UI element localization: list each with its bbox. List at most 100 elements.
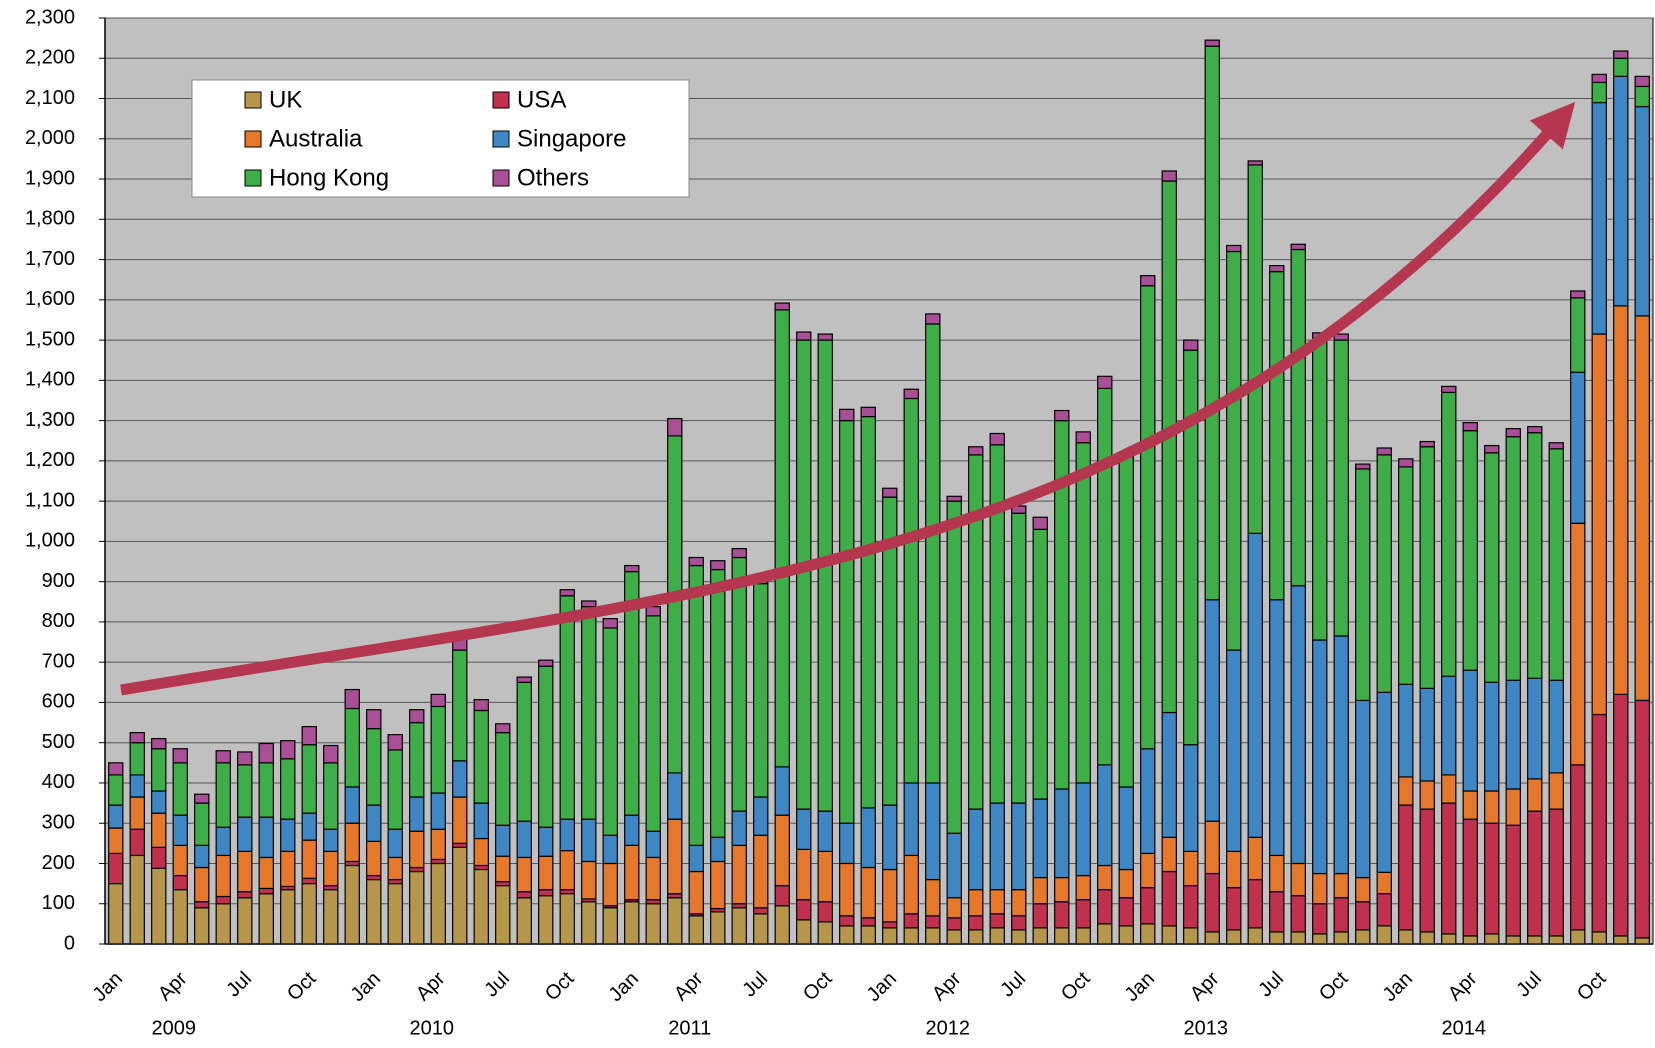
bar-segment	[1527, 677, 1543, 780]
bar-segment	[409, 796, 425, 832]
bar-segment	[1591, 73, 1607, 84]
bar-segment	[301, 839, 317, 879]
bar-segment	[409, 870, 425, 945]
legend-swatch	[244, 91, 262, 109]
bar-segment	[1570, 290, 1586, 299]
bar-segment	[344, 688, 360, 710]
bar-segment	[237, 751, 253, 766]
bar-segment	[1183, 744, 1199, 852]
y-tick-label: 1,300	[25, 409, 75, 431]
bar-segment	[925, 927, 941, 945]
bar-segment	[645, 856, 661, 901]
legend-label: USA	[517, 86, 566, 113]
bar-segment	[409, 721, 425, 798]
legend-swatch	[244, 169, 262, 187]
bar-segment	[430, 705, 446, 794]
bar-segment	[280, 850, 296, 888]
bar-segment	[387, 749, 403, 830]
bar-segment	[1097, 764, 1113, 867]
bar-segment	[1355, 876, 1371, 903]
bar-segment	[796, 919, 812, 945]
bar-segment	[667, 818, 683, 895]
y-tick-label: 2,200	[25, 47, 75, 69]
bar-segment	[1570, 929, 1586, 945]
bar-segment	[430, 858, 446, 865]
x-tick-label: Apr	[928, 967, 966, 1005]
bar-segment	[323, 885, 339, 891]
bar-segment	[1419, 687, 1435, 782]
bar-segment	[559, 589, 575, 597]
bar-segment	[1226, 244, 1242, 253]
bar-segment	[645, 615, 661, 832]
year-label: 2012	[926, 1017, 971, 1039]
x-tick-label: Jul	[1512, 968, 1546, 1002]
bar-segment	[624, 901, 640, 945]
bar-segment	[1548, 679, 1564, 774]
bar-segment	[796, 899, 812, 921]
bar-segment	[1269, 854, 1285, 893]
bar-segment	[817, 333, 833, 341]
bar-segment	[688, 844, 704, 873]
bar-segment	[1376, 871, 1392, 895]
bar-segment	[1419, 446, 1435, 689]
bar-segment	[194, 793, 210, 804]
bar-segment	[602, 907, 618, 945]
bar-segment	[301, 725, 317, 746]
bar-segment	[1355, 929, 1371, 945]
bar-segment	[1290, 895, 1306, 933]
legend-label: Others	[517, 164, 589, 191]
bar-segment	[1634, 85, 1650, 108]
bar-segment	[452, 796, 468, 844]
bar-segment	[151, 846, 167, 869]
bar-segment	[968, 889, 984, 917]
y-tick-label: 2,000	[25, 127, 75, 149]
bar-segment	[968, 446, 984, 456]
bar-segment	[667, 893, 683, 899]
bar-segment	[129, 828, 145, 857]
bar-segment	[1613, 935, 1629, 945]
bar-segment	[1032, 798, 1048, 879]
bar-segment	[516, 676, 532, 683]
bar-segment	[1204, 820, 1220, 875]
bar-segment	[387, 878, 403, 885]
bar-segment	[1462, 818, 1478, 937]
bar-segment	[172, 762, 188, 816]
bar-segment	[1161, 711, 1177, 838]
bar-segment	[1570, 371, 1586, 524]
year-label: 2014	[1442, 1017, 1487, 1039]
bar-segment	[1484, 681, 1500, 792]
bar-segment	[473, 868, 489, 945]
bar-segment	[1183, 927, 1199, 945]
bar-segment	[1075, 899, 1091, 929]
bar-segment	[1613, 693, 1629, 937]
bar-segment	[817, 921, 833, 945]
bar-segment	[344, 786, 360, 824]
year-label: 2009	[152, 1017, 197, 1039]
bar-segment	[581, 901, 597, 945]
bar-segment	[344, 864, 360, 945]
bar-segment	[108, 883, 124, 945]
bar-segment	[1011, 802, 1027, 891]
bar-segment	[1312, 872, 1328, 905]
bar-segment	[1204, 39, 1220, 47]
bar-segment	[151, 867, 167, 945]
bar-segment	[1097, 375, 1113, 390]
bar-segment	[473, 699, 489, 712]
bar-segment	[796, 848, 812, 901]
bar-segment	[667, 417, 683, 437]
legend-label: Australia	[269, 125, 363, 152]
bar-segment	[559, 818, 575, 852]
bar-segment	[1118, 456, 1134, 788]
bar-segment	[1484, 444, 1500, 454]
bar-segment	[1462, 669, 1478, 792]
bar-segment	[860, 925, 876, 945]
bar-segment	[1355, 468, 1371, 702]
bar-segment	[516, 897, 532, 945]
bar-segment	[194, 907, 210, 945]
bar-segment	[1441, 385, 1457, 394]
legend-label: Hong Kong	[269, 164, 389, 191]
bar-segment	[731, 903, 747, 909]
bar-segment	[559, 893, 575, 945]
bar-segment	[1548, 448, 1564, 681]
bar-segment	[989, 802, 1005, 891]
